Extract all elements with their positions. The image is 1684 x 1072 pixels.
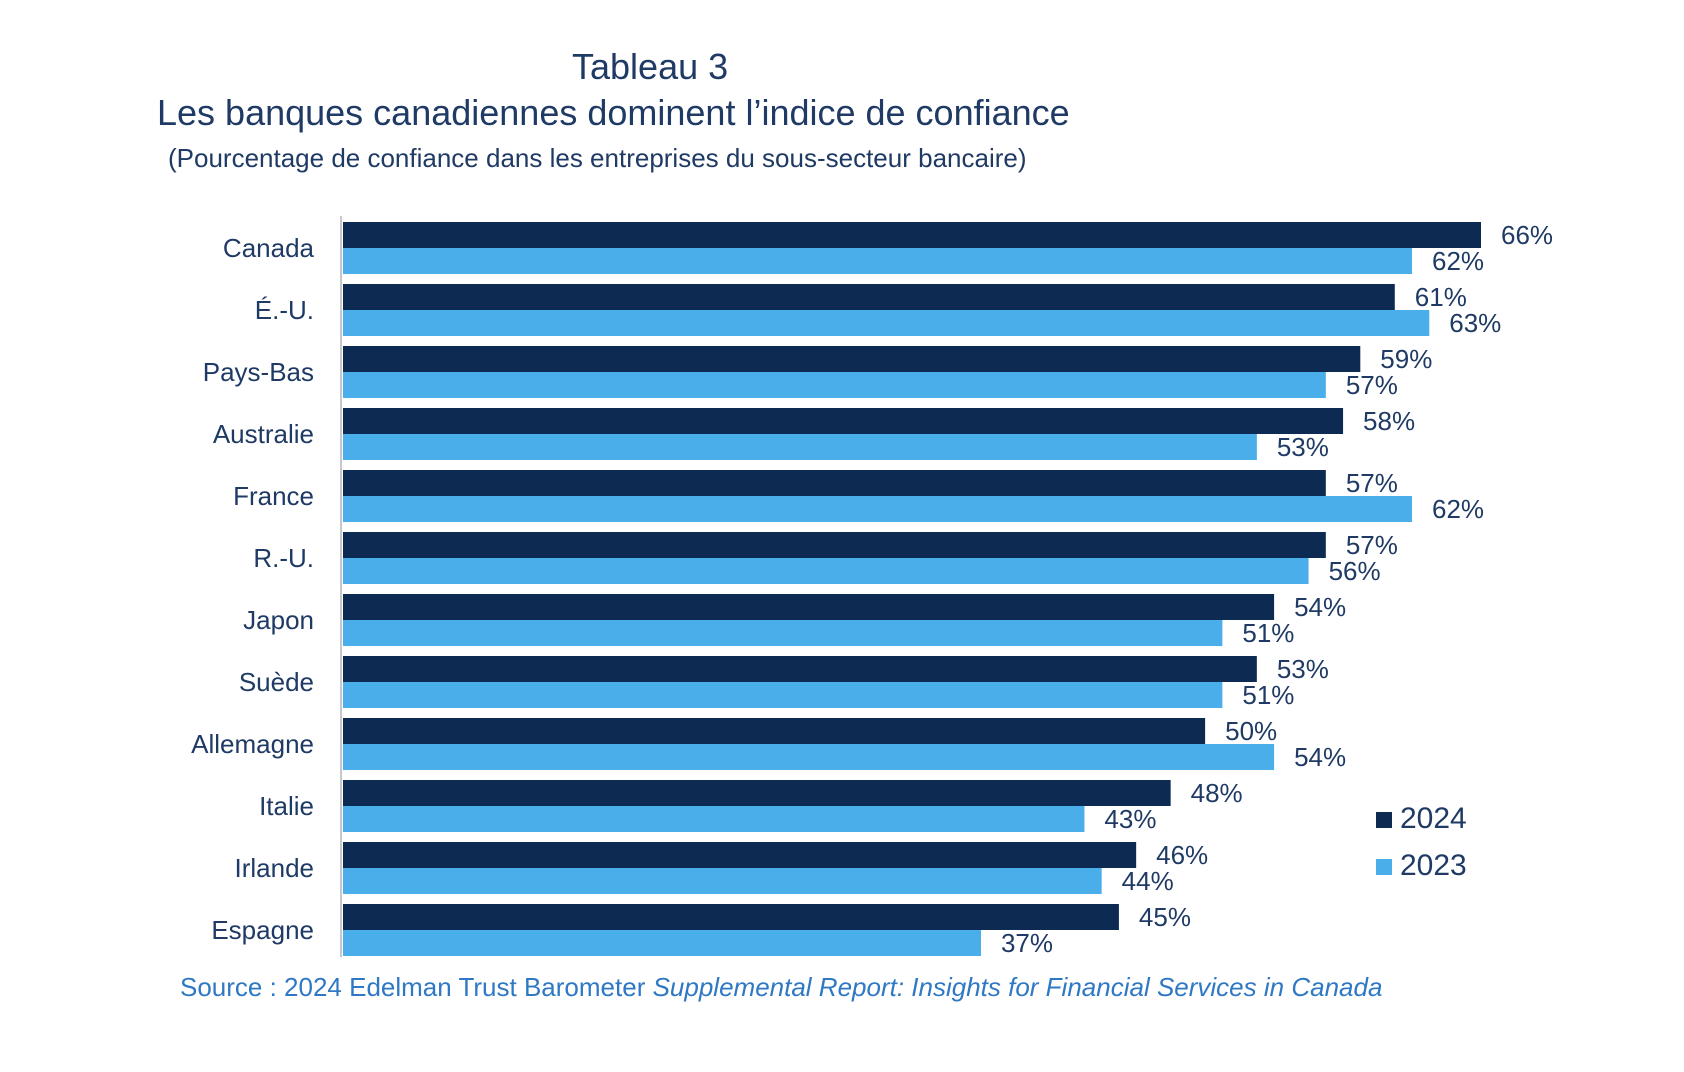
data-label-2023: 44% [1122, 866, 1174, 896]
data-label-2024: 59% [1380, 344, 1432, 374]
bar-2024 [343, 408, 1344, 434]
source-prefix: Source : 2024 Edelman Trust Barometer [180, 972, 653, 1002]
category-label: É.-U. [255, 295, 314, 325]
bar-2024 [343, 780, 1171, 806]
bar-2024 [343, 718, 1206, 744]
category-label: Japon [243, 605, 314, 635]
category-label: Pays-Bas [203, 357, 314, 387]
data-label-2023: 63% [1449, 308, 1501, 338]
bar-2024 [343, 656, 1257, 682]
legend-swatch-2023 [1376, 859, 1392, 875]
bar-2023 [343, 682, 1223, 708]
data-label-2024: 48% [1191, 778, 1243, 808]
data-label-2023: 62% [1432, 494, 1484, 524]
data-label-2024: 57% [1346, 530, 1398, 560]
data-label-2023: 51% [1242, 618, 1294, 648]
data-label-2023: 43% [1104, 804, 1156, 834]
bar-chart: Canada 66%62%É.-U. 61%63%Pays-Bas 59%57%Aus… [191, 216, 1553, 958]
bar-2023 [343, 806, 1085, 832]
category-label: Australie [213, 419, 314, 449]
bar-2023 [343, 310, 1430, 336]
bar-2023 [343, 372, 1326, 398]
data-label-2023: 56% [1329, 556, 1381, 586]
bar-2023 [343, 558, 1309, 584]
category-label: France [233, 481, 314, 511]
data-label-2023: 53% [1277, 432, 1329, 462]
data-label-2024: 66% [1501, 220, 1553, 250]
legend-label-2024: 2024 [1400, 802, 1467, 835]
bar-2024 [343, 284, 1395, 310]
data-label-2023: 62% [1432, 246, 1484, 276]
bar-2024 [343, 346, 1361, 372]
data-label-2024: 57% [1346, 468, 1398, 498]
data-label-2023: 54% [1294, 742, 1346, 772]
category-label: Canada [223, 233, 315, 263]
category-label: R.-U. [253, 543, 314, 573]
data-label-2023: 57% [1346, 370, 1398, 400]
bar-2024 [343, 532, 1326, 558]
bar-2024 [343, 470, 1326, 496]
bar-2024 [343, 904, 1119, 930]
bar-2023 [343, 930, 981, 956]
data-label-2024: 46% [1156, 840, 1208, 870]
legend: 2024 2023 [1376, 802, 1467, 882]
chart-note: (Pourcentage de confiance dans les entre… [168, 143, 1027, 173]
bar-2023 [343, 620, 1223, 646]
bar-2023 [343, 868, 1102, 894]
bar-2024 [343, 222, 1481, 248]
data-label-2023: 51% [1242, 680, 1294, 710]
bar-2023 [343, 248, 1413, 274]
bar-2024 [343, 594, 1275, 620]
category-label: Irlande [235, 853, 315, 883]
chart-subtitle: Les banques canadiennes dominent l’indic… [157, 92, 1070, 133]
source-title: Supplemental Report: Insights for Financ… [652, 972, 1383, 1002]
category-label: Italie [259, 791, 314, 821]
legend-swatch-2024 [1376, 812, 1392, 828]
category-label: Suède [239, 667, 314, 697]
data-label-2024: 58% [1363, 406, 1415, 436]
data-label-2024: 45% [1139, 902, 1191, 932]
data-label-2024: 54% [1294, 592, 1346, 622]
source-note: Source : 2024 Edelman Trust Barometer Su… [180, 972, 1382, 1003]
bar-2024 [343, 842, 1137, 868]
data-label-2023: 37% [1001, 928, 1053, 958]
data-label-2024: 61% [1415, 282, 1467, 312]
category-label: Allemagne [191, 729, 314, 759]
legend-label-2023: 2023 [1400, 849, 1467, 882]
category-label: Espagne [211, 915, 314, 945]
chart-title: Tableau 3 [572, 46, 729, 87]
bar-2023 [343, 744, 1275, 770]
data-label-2024: 50% [1225, 716, 1277, 746]
bars-group: Canada 66%62%É.-U. 61%63%Pays-Bas 59%57%Aus… [191, 220, 1553, 958]
bar-2023 [343, 434, 1257, 460]
data-label-2024: 53% [1277, 654, 1329, 684]
bar-2023 [343, 496, 1413, 522]
